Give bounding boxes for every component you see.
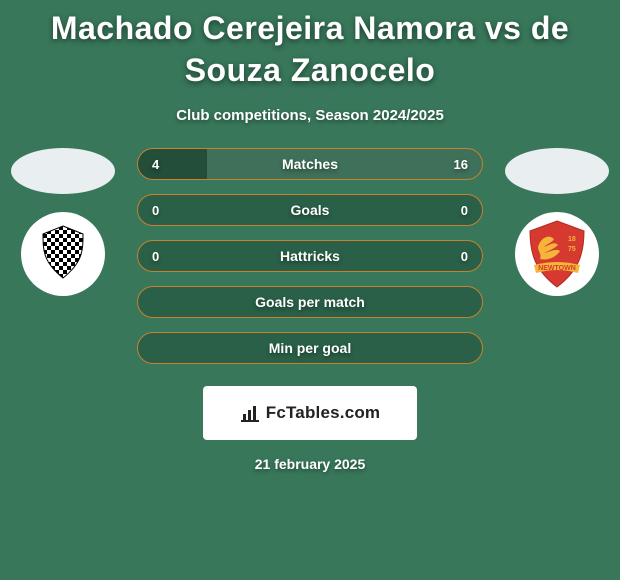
stat-label: Goals xyxy=(138,202,482,218)
stat-right-value: 0 xyxy=(461,203,468,218)
stat-label: Min per goal xyxy=(138,340,482,356)
page-title: Machado Cerejeira Namora vs de Souza Zan… xyxy=(0,0,620,97)
stat-label: Goals per match xyxy=(138,294,482,310)
right-player-avatar xyxy=(505,148,609,194)
svg-text:75: 75 xyxy=(568,246,576,253)
footer-brand-text: FcTables.com xyxy=(266,403,381,423)
page-subtitle: Club competitions, Season 2024/2025 xyxy=(0,107,620,124)
crest-boavista-icon xyxy=(27,218,99,290)
svg-text:NEWTOWN: NEWTOWN xyxy=(538,265,576,272)
stat-left-value: 4 xyxy=(152,157,159,172)
left-club-crest xyxy=(21,212,105,296)
stat-row-min-per-goal: Min per goal xyxy=(137,332,483,364)
svg-text:18: 18 xyxy=(568,236,576,243)
stat-row-matches: 4 Matches 16 xyxy=(137,148,483,180)
bar-chart-icon xyxy=(240,402,262,424)
stat-fill-left xyxy=(138,149,207,179)
comparison-layout: 4 Matches 16 0 Goals 0 0 Hattricks 0 Goa… xyxy=(0,148,620,364)
right-club-crest: 18 75 NEWTOWN xyxy=(515,212,599,296)
stat-row-goals-per-match: Goals per match xyxy=(137,286,483,318)
stats-column: 4 Matches 16 0 Goals 0 0 Hattricks 0 Goa… xyxy=(137,148,483,364)
page-date: 21 february 2025 xyxy=(0,456,620,472)
right-side: 18 75 NEWTOWN xyxy=(501,148,613,296)
stat-row-hattricks: 0 Hattricks 0 xyxy=(137,240,483,272)
crest-newtown-icon: 18 75 NEWTOWN xyxy=(518,215,596,293)
left-player-avatar xyxy=(11,148,115,194)
left-side xyxy=(7,148,119,296)
stat-left-value: 0 xyxy=(152,249,159,264)
stat-fill-right xyxy=(207,149,482,179)
stat-left-value: 0 xyxy=(152,203,159,218)
stat-right-value: 0 xyxy=(461,249,468,264)
stat-label: Hattricks xyxy=(138,248,482,264)
footer-brand-box[interactable]: FcTables.com xyxy=(203,386,417,440)
stat-row-goals: 0 Goals 0 xyxy=(137,194,483,226)
stat-right-value: 16 xyxy=(454,157,468,172)
